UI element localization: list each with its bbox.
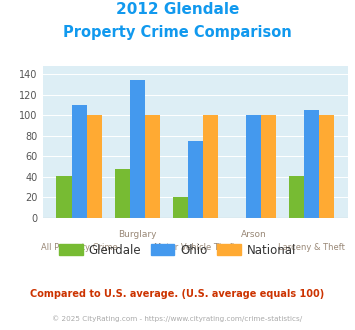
Text: 2012 Glendale: 2012 Glendale xyxy=(116,2,239,16)
Text: Arson: Arson xyxy=(240,230,266,239)
Text: Property Crime Comparison: Property Crime Comparison xyxy=(63,25,292,40)
Bar xyxy=(145,115,160,218)
Text: Compared to U.S. average. (U.S. average equals 100): Compared to U.S. average. (U.S. average … xyxy=(31,289,324,299)
Bar xyxy=(130,81,145,218)
Bar xyxy=(173,197,188,218)
Text: Motor Vehicle Theft: Motor Vehicle Theft xyxy=(154,243,236,252)
Bar xyxy=(56,176,72,218)
Text: All Property Crime: All Property Crime xyxy=(41,243,118,252)
Bar xyxy=(72,105,87,218)
Bar xyxy=(203,115,218,218)
Bar xyxy=(289,176,304,218)
Bar xyxy=(246,115,261,218)
Bar xyxy=(319,115,334,218)
Text: Burglary: Burglary xyxy=(118,230,157,239)
Bar xyxy=(261,115,276,218)
Legend: Glendale, Ohio, National: Glendale, Ohio, National xyxy=(54,239,301,261)
Bar xyxy=(87,115,102,218)
Text: © 2025 CityRating.com - https://www.cityrating.com/crime-statistics/: © 2025 CityRating.com - https://www.city… xyxy=(53,315,302,322)
Text: Larceny & Theft: Larceny & Theft xyxy=(278,243,345,252)
Bar xyxy=(188,141,203,218)
Bar xyxy=(115,169,130,218)
Bar xyxy=(304,110,319,218)
